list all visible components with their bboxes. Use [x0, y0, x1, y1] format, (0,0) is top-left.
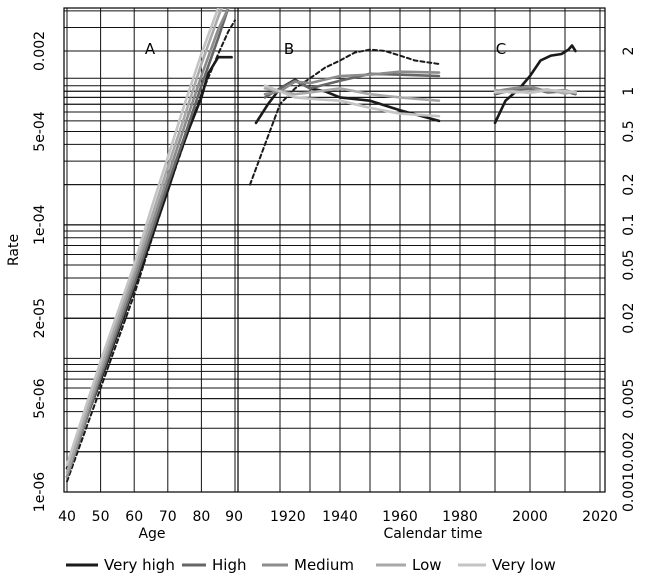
- x-tick-label: 2000: [512, 509, 548, 525]
- x-tick-label: 1960: [382, 509, 418, 525]
- series-line-very-high-panel-2: [493, 44, 577, 125]
- y-tick-label-right: 2: [621, 47, 637, 56]
- y-tick-label-right: 0.002: [621, 432, 637, 472]
- y-tick-label-left: 1e-04: [32, 205, 48, 245]
- x-tick-label: 2020: [582, 509, 618, 525]
- y-tick-label-left: 2e-05: [32, 298, 48, 338]
- y-tick-label-right: 0.05: [621, 249, 637, 280]
- series-layer: [65, 8, 577, 483]
- y-tick-label-left: 1e-06: [32, 472, 48, 512]
- series-line-very-low-panel-0: [65, 8, 220, 467]
- series-line-medium-panel-1: [263, 70, 441, 96]
- x-axis-title-panel-0: Age: [138, 526, 165, 542]
- y-axis-title: Rate: [6, 234, 22, 266]
- y-tick-label-right: 1: [621, 87, 637, 96]
- panel-label-a: A: [145, 40, 156, 58]
- series-line-low-panel-0: [65, 8, 223, 474]
- plot-frame: [63, 7, 606, 493]
- panel-label-c: C: [496, 40, 506, 58]
- series-line-very-high-dashed-panel-0: [66, 19, 236, 483]
- x-tick-label: 1980: [442, 509, 478, 525]
- x-tick-label: 1920: [270, 509, 306, 525]
- legend-item-very-high: Very high: [66, 556, 175, 574]
- y-tick-label-right: 0.02: [621, 303, 637, 334]
- series-line-very-low-panel-1: [263, 84, 441, 118]
- y-tick-label-left: 5e-04: [32, 111, 48, 151]
- panel-labels: A B C: [145, 40, 506, 58]
- x-tick-label: 70: [159, 509, 177, 525]
- series-line-medium-panel-0: [65, 8, 230, 479]
- x-tick-label: 50: [92, 509, 110, 525]
- plot-border: [63, 7, 606, 493]
- y-tick-label-right: 0.001: [621, 472, 637, 512]
- legend-item-very-low: Very low: [458, 556, 556, 574]
- legend-label: Very low: [492, 556, 556, 574]
- legend: Very high High Medium Low Very low: [66, 556, 556, 574]
- x-tick-label: 80: [192, 509, 210, 525]
- x-axis-titles: Age Calendar time: [138, 526, 482, 542]
- series-line-very-high-dashed-panel-1: [249, 48, 440, 186]
- y-tick-label-right: 0.1: [621, 214, 637, 236]
- x-axis-title-panel-1: Calendar time: [383, 526, 482, 542]
- y-tick-label-right: 0.005: [621, 379, 637, 419]
- series-line-very-low-panel-2: [493, 88, 577, 95]
- series-line-high-panel-0: [65, 8, 230, 479]
- x-tick-label: 1940: [322, 509, 358, 525]
- legend-item-high: High: [182, 556, 246, 574]
- y-tick-label-left: 5e-06: [32, 378, 48, 418]
- legend-label: High: [212, 556, 246, 574]
- legend-label: Low: [412, 556, 442, 574]
- x-tick-label: 90: [225, 509, 243, 525]
- y-tick-label-right: 0.2: [621, 173, 637, 195]
- legend-item-low: Low: [376, 556, 442, 574]
- tick-labels: 1e-065e-062e-051e-045e-040.0020.0010.002…: [32, 31, 637, 525]
- legend-label: Medium: [294, 556, 354, 574]
- panel-label-b: B: [284, 40, 294, 58]
- legend-item-medium: Medium: [262, 556, 354, 574]
- x-tick-label: 60: [125, 509, 143, 525]
- legend-label: Very high: [104, 556, 175, 574]
- series-line-high-panel-1: [263, 72, 441, 99]
- x-tick-label: 40: [58, 509, 76, 525]
- y-tick-label-right: 0.5: [621, 120, 637, 142]
- y-tick-label-left: 0.002: [32, 31, 48, 71]
- series-line-very-high-panel-1: [254, 78, 441, 125]
